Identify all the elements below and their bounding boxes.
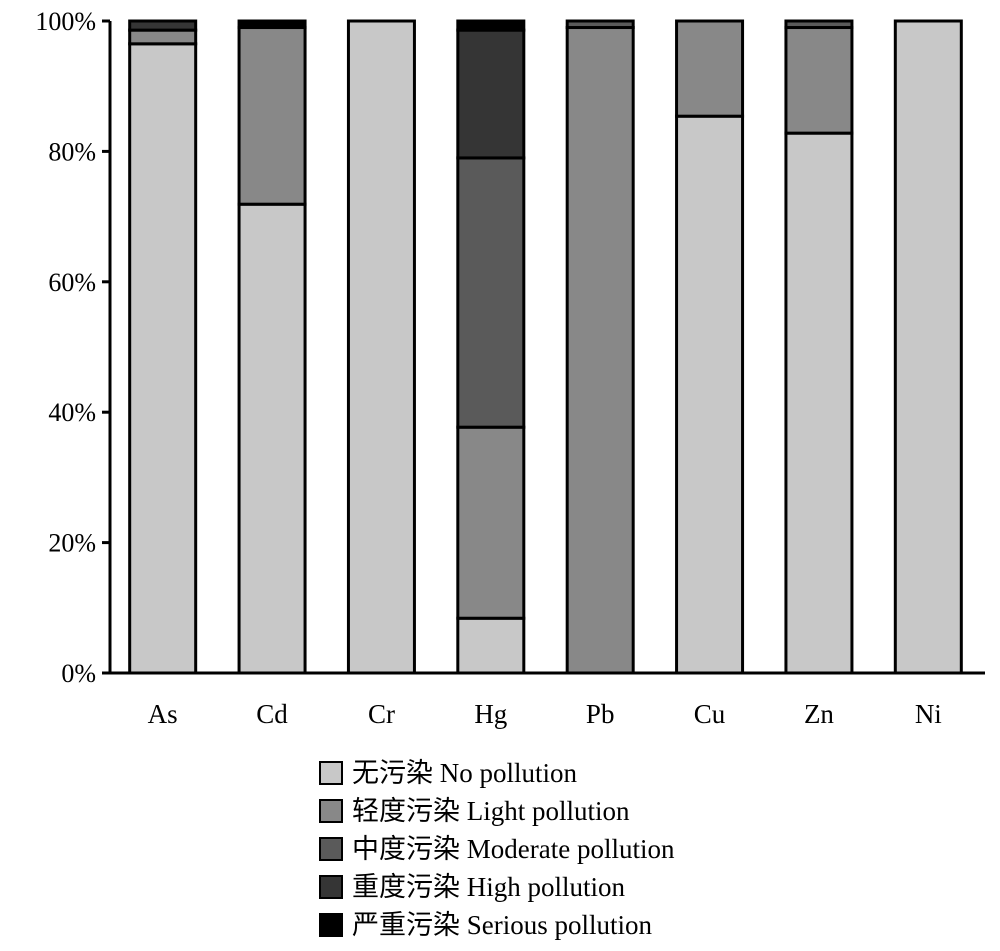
legend-label: 轻度污染 Light pollution [352, 796, 630, 826]
bar-segment-As-0 [128, 42, 198, 675]
bar-segment-Cu-0 [675, 114, 745, 675]
bar-segment-Hg-4 [456, 19, 526, 32]
y-tick-label: 20% [48, 529, 96, 558]
bar-segment-Cd-0 [237, 202, 307, 675]
bar-segment-Ni-0 [893, 19, 963, 675]
legend-swatch [319, 875, 343, 899]
legend-swatch [319, 761, 343, 785]
bar-segment-Zn-0 [784, 131, 854, 675]
y-tick-label: 100% [35, 7, 96, 36]
bar-segment-As-1 [128, 28, 198, 46]
legend-swatch [319, 837, 343, 861]
legend-label: 无污染 No pollution [352, 758, 578, 788]
x-tick-label: Hg [474, 699, 507, 729]
bar-segment-Cd-1 [237, 26, 307, 206]
bar-segment-Hg-2 [456, 156, 526, 429]
y-tick-label: 80% [48, 137, 96, 166]
bar-segment-Zn-2 [784, 19, 854, 30]
x-tick-label: Pb [586, 699, 615, 729]
x-tick-label: As [148, 699, 178, 729]
bar-segment-Cr-0 [346, 19, 416, 675]
bar-segment-Cu-1 [675, 19, 745, 118]
x-tick-label: Cd [256, 699, 288, 729]
x-tick-label: Ni [915, 699, 942, 729]
x-tick-label: Cr [368, 699, 395, 729]
bar-segment-Hg-3 [456, 28, 526, 160]
x-tick-label: Cu [694, 699, 726, 729]
legend-label: 中度污染 Moderate pollution [352, 834, 675, 864]
legend-swatch [319, 913, 343, 937]
bar-segment-Hg-1 [456, 425, 526, 620]
legend-label: 严重污染 Serious pollution [352, 910, 653, 940]
x-tick-label: Zn [804, 699, 834, 729]
legend-swatch [319, 799, 343, 823]
bar-segment-As-3 [128, 19, 198, 32]
y-tick-label: 0% [61, 659, 96, 688]
bar-segment-Hg-0 [456, 616, 526, 675]
y-tick-label: 40% [48, 398, 96, 427]
bar-segment-Cd-4 [237, 19, 307, 30]
y-tick-label: 60% [48, 268, 96, 297]
bar-segment-Zn-1 [784, 26, 854, 135]
bar-segment-Pb-1 [565, 26, 635, 675]
legend-label: 重度污染 High pollution [352, 872, 626, 902]
bar-segment-Pb-2 [565, 19, 635, 30]
